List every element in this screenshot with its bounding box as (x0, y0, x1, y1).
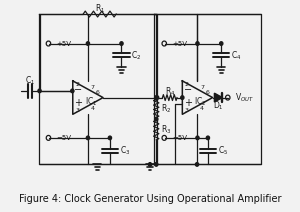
Polygon shape (214, 93, 222, 102)
Text: +5V: +5V (56, 40, 71, 46)
Circle shape (71, 89, 74, 93)
Text: 7: 7 (200, 85, 204, 90)
Text: 7: 7 (90, 85, 94, 90)
Circle shape (38, 89, 41, 93)
Text: −: − (74, 85, 82, 95)
Text: 6: 6 (205, 90, 209, 95)
Text: 2: 2 (75, 82, 79, 86)
Text: C$_3$: C$_3$ (120, 145, 130, 157)
Circle shape (206, 136, 209, 140)
Text: R$_2$: R$_2$ (161, 102, 171, 115)
Text: −: − (184, 85, 192, 95)
Text: R$_3$: R$_3$ (161, 124, 171, 136)
Text: C$_1$: C$_1$ (25, 75, 35, 87)
Text: Figure 4: Clock Generator Using Operational Amplifier: Figure 4: Clock Generator Using Operatio… (19, 194, 281, 204)
Text: 2: 2 (185, 82, 189, 86)
Text: +: + (184, 98, 192, 108)
Text: +: + (74, 98, 82, 108)
Text: −5V: −5V (56, 135, 71, 141)
Circle shape (86, 42, 89, 45)
Text: 4: 4 (90, 106, 94, 111)
Circle shape (120, 42, 123, 45)
Text: D$_1$: D$_1$ (212, 99, 224, 112)
Circle shape (154, 163, 158, 166)
Circle shape (220, 42, 223, 45)
Text: C$_4$: C$_4$ (231, 49, 242, 61)
Text: 6: 6 (96, 90, 100, 95)
Text: IC$_2$: IC$_2$ (194, 95, 207, 108)
Circle shape (154, 117, 158, 121)
Text: 3: 3 (185, 108, 189, 113)
Text: C$_2$: C$_2$ (131, 49, 142, 61)
Circle shape (196, 42, 199, 45)
Text: R$_1$: R$_1$ (94, 3, 105, 15)
Circle shape (108, 136, 112, 140)
Circle shape (148, 163, 152, 166)
Text: C$_5$: C$_5$ (218, 145, 228, 157)
Circle shape (154, 96, 158, 99)
Text: IC$_1$: IC$_1$ (85, 95, 98, 108)
Circle shape (86, 136, 89, 140)
Circle shape (195, 163, 199, 166)
Text: −5V: −5V (172, 135, 187, 141)
Text: 4: 4 (200, 106, 204, 111)
Circle shape (155, 96, 159, 99)
Text: R$_4$: R$_4$ (164, 85, 175, 98)
Circle shape (196, 136, 199, 140)
Circle shape (181, 96, 184, 99)
Text: V$_{OUT}$: V$_{OUT}$ (235, 91, 254, 104)
Text: 3: 3 (75, 108, 79, 113)
Text: +5V: +5V (172, 40, 187, 46)
